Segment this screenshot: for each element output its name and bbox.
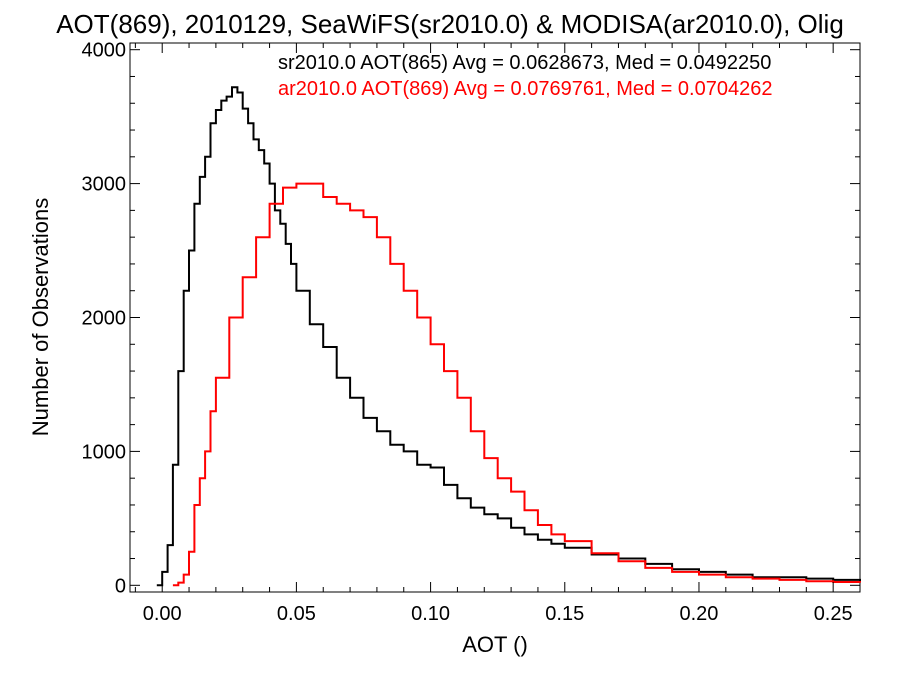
annotation-sr2010: sr2010.0 AOT(865) Avg = 0.0628673, Med =…: [278, 52, 771, 74]
y-tick-label: 0: [115, 575, 126, 597]
x-tick-label: 0.15: [545, 603, 584, 625]
series-line-2: [172, 182, 861, 587]
annotation-ar2010: ar2010.0 AOT(869) Avg = 0.0769761, Med =…: [278, 78, 772, 100]
chart-title: AOT(869), 2010129, SeaWiFS(sr2010.0) & M…: [56, 9, 844, 39]
series-layer: [156, 86, 861, 587]
x-axis-ticks: 0.00 0.05 0.10 0.15 0.20 0.25: [134, 43, 861, 625]
x-tick-label: 0.05: [277, 603, 316, 625]
y-tick-label: 1000: [82, 441, 127, 463]
x-tick-label: 0.20: [680, 603, 719, 625]
y-axis-label: Number of Observations: [28, 198, 53, 436]
y-tick-label: 3000: [82, 174, 127, 196]
x-tick-label: 0.25: [814, 603, 853, 625]
y-tick-label: 2000: [82, 308, 127, 330]
y-axis-ticks: 0 1000 2000 3000 4000: [82, 40, 860, 597]
y-tick-label: 4000: [82, 40, 127, 62]
series-line-1: [156, 86, 861, 587]
x-tick-label: 0.10: [411, 603, 450, 625]
x-tick-label: 0.00: [143, 603, 182, 625]
x-axis-label: AOT (): [462, 632, 528, 657]
